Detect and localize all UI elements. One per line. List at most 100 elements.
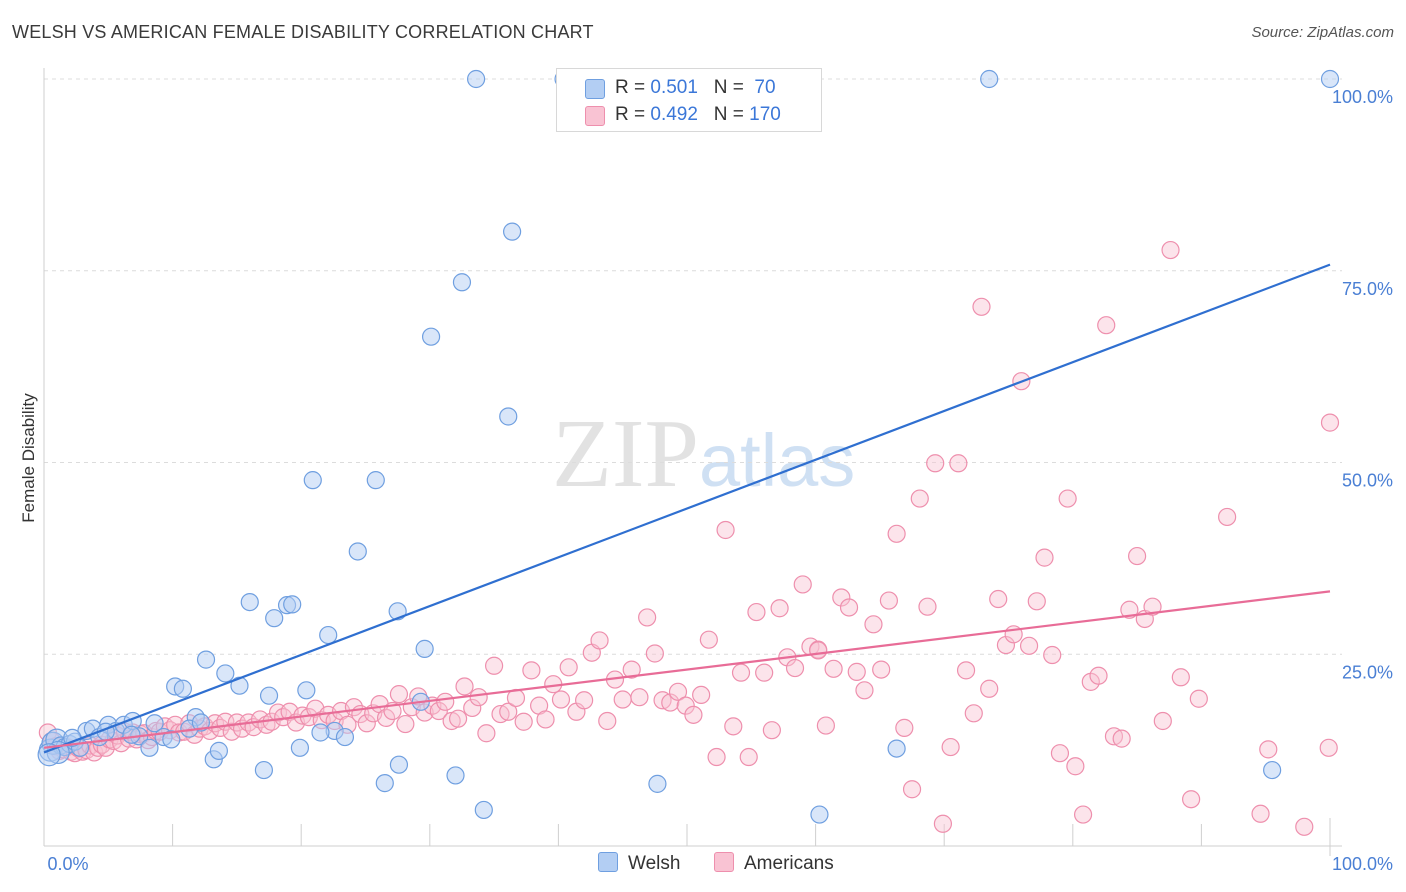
americans-point [872, 660, 891, 679]
americans-point [980, 679, 999, 698]
welsh-point [311, 723, 330, 742]
americans-point [590, 631, 609, 650]
welsh-point [348, 542, 367, 561]
axes [43, 68, 1342, 856]
americans-stats: R = 0.492 N = 170 [615, 104, 781, 126]
americans-point [895, 718, 914, 737]
americans-point [499, 702, 518, 721]
americans-point [1320, 413, 1340, 432]
americans-point [1035, 548, 1054, 567]
welsh-point [209, 741, 228, 760]
welsh-point [259, 686, 279, 705]
americans-point [707, 747, 726, 767]
americans-point [1019, 636, 1039, 655]
americans-point [551, 690, 571, 709]
welsh-point [140, 738, 159, 757]
welsh-point [1320, 69, 1340, 89]
welsh-point [389, 755, 409, 774]
welsh-r-label: R = [615, 77, 651, 98]
bottom-legend-americans[interactable]: Americans [714, 852, 834, 875]
x-tick-label-0: 0.0% [47, 854, 88, 874]
americans-point [1073, 805, 1093, 824]
americans-point [887, 524, 906, 543]
americans-points [38, 240, 1340, 836]
y-tick-label-50: 50.0% [1342, 471, 1393, 491]
welsh-point [297, 681, 316, 700]
americans-point [972, 297, 991, 316]
americans-point [1251, 804, 1270, 823]
americans-point [1066, 757, 1085, 776]
welsh-legend-swatch [598, 852, 618, 872]
americans-point [222, 722, 241, 741]
welsh-point [980, 69, 999, 89]
welsh-regression-line [43, 263, 1331, 754]
americans-point [839, 598, 859, 617]
americans-point [747, 602, 766, 622]
americans-point [864, 615, 883, 634]
americans-point [1120, 600, 1139, 619]
welsh-point [254, 760, 274, 780]
americans-point [809, 641, 828, 660]
americans-point [469, 688, 488, 707]
bottom-legend-welsh[interactable]: Welsh [598, 852, 680, 875]
legend-row-americans: R = 0.492 N = 170 [557, 100, 821, 128]
americans-point [910, 489, 929, 508]
welsh-point [421, 327, 441, 346]
americans-point [692, 685, 711, 705]
americans-point [824, 659, 843, 678]
y-axis-title: Female Disability [19, 393, 38, 523]
americans-point [941, 737, 960, 757]
x-tick-label-100: 100.0% [1332, 854, 1393, 874]
welsh-point [415, 639, 434, 658]
welsh-point [466, 69, 486, 89]
welsh-point [335, 727, 355, 747]
americans-point [964, 704, 983, 723]
welsh-point [446, 766, 465, 785]
welsh-point [503, 222, 522, 241]
americans-point [429, 701, 448, 721]
welsh-point [240, 592, 259, 612]
americans-swatch [585, 106, 605, 126]
americans-point [1218, 507, 1237, 527]
americans-point [389, 685, 409, 704]
americans-point [1027, 592, 1046, 611]
americans-r-label: R = [615, 104, 651, 125]
americans-point [630, 688, 649, 707]
americans-point [1259, 740, 1278, 759]
americans-point [575, 691, 594, 710]
americans-point [376, 708, 396, 728]
americans-point [1097, 316, 1116, 335]
americans-point [1171, 668, 1190, 687]
americans-point [762, 721, 781, 740]
americans-point [638, 608, 657, 627]
americans-point [1319, 738, 1338, 757]
americans-point [1043, 645, 1062, 665]
y-tick-label-75: 75.0% [1342, 279, 1393, 299]
americans-regression-line [43, 590, 1331, 749]
zipatlas-watermark: ZIPatlas [552, 398, 855, 510]
americans-point [755, 663, 774, 682]
welsh-point [887, 739, 906, 758]
americans-point [1189, 689, 1208, 708]
americans-r-value: 0.492 [650, 104, 698, 125]
americans-point [448, 709, 468, 728]
americans-point [1058, 489, 1077, 508]
y-tick-label-100: 100.0% [1332, 87, 1393, 107]
welsh-legend-label: Welsh [628, 853, 681, 874]
americans-point [1127, 546, 1147, 566]
welsh-point [319, 625, 338, 645]
tick-labels: 25.0% 50.0% 75.0% 100.0% 0.0% 100.0% Female Di… [19, 87, 1393, 874]
americans-point [1161, 240, 1180, 260]
welsh-n-value: 70 [749, 77, 776, 98]
welsh-point [474, 800, 493, 820]
welsh-point [122, 725, 141, 744]
americans-point [989, 589, 1008, 609]
welsh-point [366, 471, 385, 490]
americans-point [455, 677, 474, 696]
welsh-point [648, 774, 667, 793]
americans-point [536, 710, 555, 729]
americans-point [816, 716, 835, 735]
americans-point [645, 644, 664, 663]
americans-point [855, 681, 874, 700]
